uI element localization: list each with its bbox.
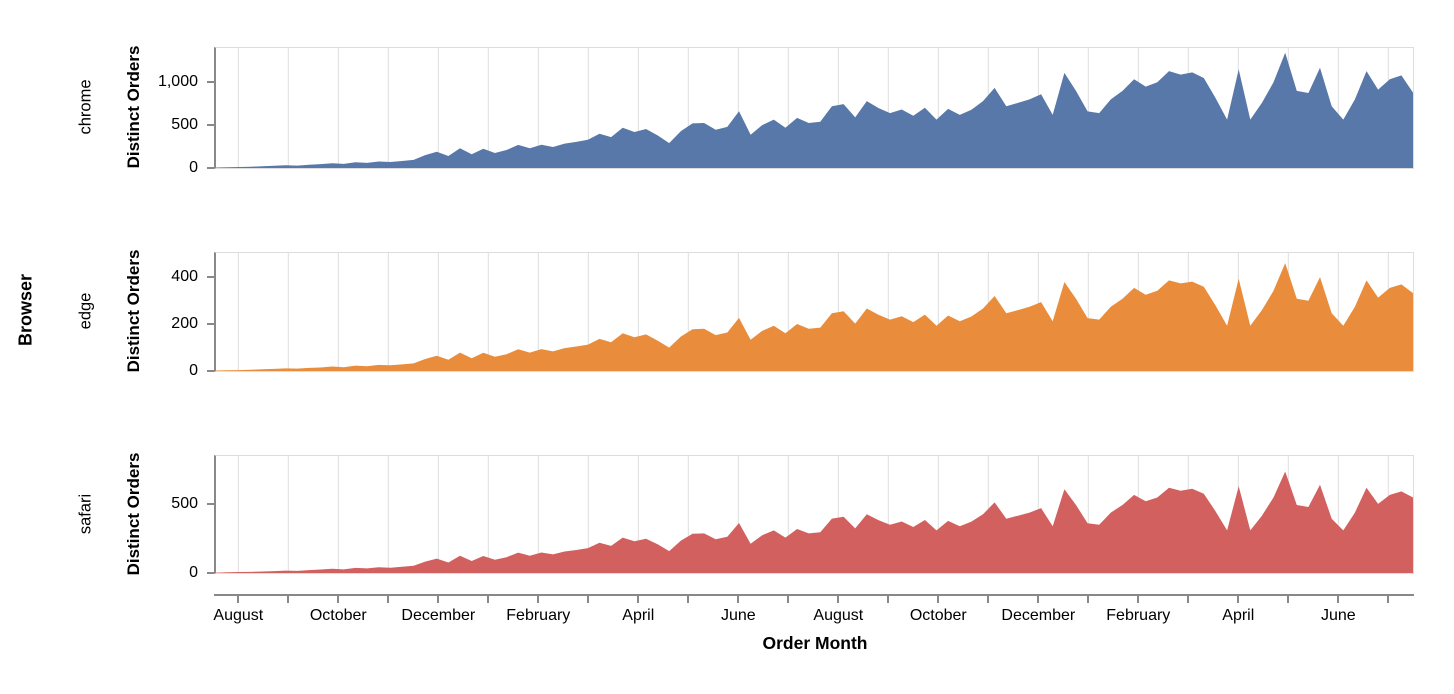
edge-area-mark (216, 253, 1413, 371)
plot-area-chrome (214, 47, 1414, 169)
y-tick-label: 500 (171, 116, 198, 134)
plot-area-edge (214, 252, 1414, 372)
y-tick-label: 0 (189, 362, 198, 379)
x-tick-label: April (622, 607, 655, 624)
y-tick-mark (207, 370, 214, 372)
y-tick-label: 500 (171, 494, 198, 512)
x-tick-mark (1337, 596, 1340, 603)
x-tick-mark (287, 596, 290, 603)
x-tick-label: February (506, 607, 571, 624)
x-tick-mark (437, 596, 440, 603)
x-tick-label: December (1001, 607, 1076, 624)
y-tick-mark (207, 275, 214, 278)
x-tick-mark (537, 596, 540, 603)
x-tick-mark (1087, 596, 1090, 603)
plot-area-safari (214, 455, 1414, 574)
x-tick-label: June (1320, 607, 1356, 624)
y-tick-label: 200 (171, 314, 198, 332)
x-tick-mark (1237, 596, 1240, 603)
x-tick-mark (237, 596, 240, 603)
y-tick-mark (207, 322, 214, 325)
x-tick-mark (787, 596, 790, 603)
x-tick-mark (687, 596, 690, 603)
x-tick-label: August (213, 607, 264, 624)
y-axis-title-safari: Distinct Orders (124, 452, 143, 576)
y-tick-mark (207, 572, 214, 574)
facet-label-chrome: chrome (76, 79, 95, 135)
x-tick-mark (1387, 596, 1390, 603)
x-axis-domain-line (214, 594, 1414, 596)
x-tick-label: December (401, 607, 476, 624)
x-tick-mark (1037, 596, 1040, 603)
x-tick-label: October (909, 607, 967, 624)
y-tick-label: 1,000 (157, 73, 198, 91)
x-tick-label: August (813, 607, 864, 624)
safari-area-mark (216, 456, 1413, 573)
x-tick-mark (587, 596, 590, 603)
chrome-area-mark (216, 48, 1413, 168)
x-tick-mark (937, 596, 940, 603)
facet-label-edge: edge (76, 292, 95, 330)
x-tick-mark (737, 596, 740, 603)
x-tick-label: June (720, 607, 756, 624)
y-tick-mark (207, 502, 214, 505)
x-tick-mark (387, 596, 390, 603)
x-tick-mark (1137, 596, 1140, 603)
x-tick-label: October (309, 607, 367, 624)
x-axis-title: Order Month (762, 633, 868, 653)
y-tick-label: 0 (189, 159, 198, 176)
y-tick-label: 400 (171, 267, 198, 285)
y-tick-mark (207, 124, 214, 127)
x-tick-mark (987, 596, 990, 603)
x-tick-mark (487, 596, 490, 603)
x-tick-label: February (1106, 607, 1171, 624)
y-tick-label: 0 (189, 564, 198, 581)
x-tick-mark (887, 596, 890, 603)
x-tick-mark (1287, 596, 1290, 603)
x-tick-mark (337, 596, 340, 603)
x-tick-mark (837, 596, 840, 603)
y-tick-mark (207, 167, 214, 169)
facet-label-safari: safari (76, 493, 95, 535)
x-tick-label: April (1222, 607, 1255, 624)
y-axis-title-chrome: Distinct Orders (124, 45, 143, 169)
y-tick-mark (207, 81, 214, 84)
x-tick-mark (1187, 596, 1190, 603)
x-tick-mark (637, 596, 640, 603)
facet-column-title: Browser (15, 273, 36, 347)
